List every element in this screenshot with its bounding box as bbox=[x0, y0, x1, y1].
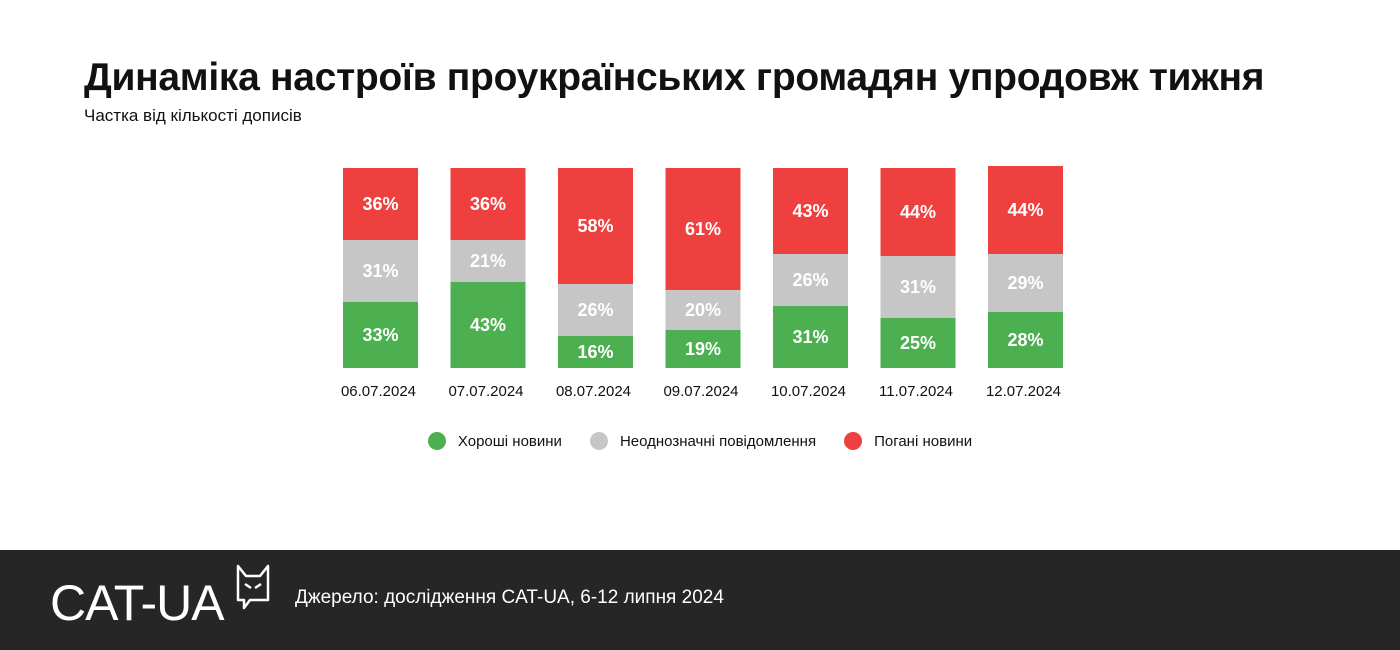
bar-segment bbox=[880, 168, 956, 256]
legend-item-good-news: Хороші новини bbox=[427, 432, 562, 450]
bar-segment bbox=[773, 168, 848, 254]
data-label: 25% bbox=[900, 333, 936, 353]
logo-text: CAT-UA bbox=[50, 575, 225, 631]
cat-ua-logo: CAT-UA bbox=[50, 564, 270, 631]
bar-segment bbox=[988, 254, 1063, 312]
data-label: 61% bbox=[685, 219, 721, 239]
bar-segment bbox=[450, 282, 526, 368]
bar-segment bbox=[988, 166, 1063, 254]
data-label: 36% bbox=[470, 194, 506, 214]
legend-label-good: Хороші новини bbox=[457, 432, 562, 450]
bar-segment bbox=[558, 284, 633, 336]
data-label: 29% bbox=[1007, 273, 1043, 293]
x-tick-label: 10.07.2024 bbox=[771, 383, 846, 400]
cat-speech-bubble-icon bbox=[236, 564, 270, 610]
data-label: 20% bbox=[685, 300, 721, 320]
data-label: 26% bbox=[792, 270, 828, 290]
legend-swatch-good bbox=[427, 432, 446, 450]
bar-segment bbox=[773, 306, 848, 368]
data-label: 19% bbox=[685, 339, 721, 359]
bar-segment bbox=[665, 330, 741, 368]
data-label: 21% bbox=[470, 251, 506, 271]
bar-segment bbox=[665, 168, 741, 290]
data-label: 26% bbox=[577, 300, 613, 320]
data-label: 58% bbox=[577, 216, 613, 236]
data-label: 28% bbox=[1007, 330, 1043, 350]
data-label: 31% bbox=[900, 277, 936, 297]
x-tick-label: 09.07.2024 bbox=[663, 383, 738, 400]
bar-segment bbox=[880, 318, 956, 368]
bar-segment bbox=[880, 256, 956, 318]
data-label: 16% bbox=[577, 342, 613, 362]
data-label: 31% bbox=[792, 327, 828, 347]
bar-segment bbox=[343, 240, 418, 302]
legend-label-ambiguous: Неоднозначні повідомлення bbox=[619, 432, 817, 450]
data-label: 31% bbox=[362, 261, 398, 281]
data-label: 43% bbox=[470, 315, 506, 335]
data-label: 33% bbox=[362, 325, 398, 345]
data-label: 44% bbox=[900, 202, 936, 222]
bar-segment bbox=[558, 168, 633, 284]
bar-segment bbox=[773, 254, 848, 306]
source-note: Джерело: дослідження CAT-UA, 6-12 липня … bbox=[295, 587, 724, 608]
chart-legend: Хороші новини Неоднозначні повідомлення … bbox=[0, 432, 1400, 450]
footer-bar: CAT-UA Джерело: дослідження CAT-UA, 6-12… bbox=[0, 550, 1400, 650]
legend-swatch-ambiguous bbox=[589, 432, 608, 450]
stacked-bar-chart: 33% 31% 36% 06.07.2024 43% 21% 36% 07.07.2024 16… bbox=[341, 166, 1063, 400]
data-label: 44% bbox=[1007, 200, 1043, 220]
chart-subtitle: Частка від кількості дописів bbox=[84, 106, 302, 125]
bar-segment bbox=[450, 168, 526, 240]
x-tick-label: 08.07.2024 bbox=[556, 383, 631, 400]
x-tick-label: 12.07.2024 bbox=[986, 383, 1061, 400]
data-label: 43% bbox=[792, 201, 828, 221]
bar-segment bbox=[665, 290, 741, 330]
bar-segment bbox=[988, 312, 1063, 368]
data-label: 36% bbox=[362, 194, 398, 214]
legend-label-bad: Погані новини bbox=[874, 432, 973, 450]
x-tick-label: 07.07.2024 bbox=[448, 383, 523, 400]
legend-item-bad-news: Погані новини bbox=[844, 432, 972, 450]
legend-swatch-bad bbox=[844, 432, 863, 450]
bar-segment bbox=[343, 302, 418, 368]
bar-segment bbox=[343, 168, 418, 240]
bar-segment bbox=[450, 240, 526, 282]
x-tick-label: 06.07.2024 bbox=[341, 383, 416, 400]
chart-title: Динаміка настроїв проукраїнських громадя… bbox=[84, 56, 1265, 99]
legend-item-ambiguous: Неоднозначні повідомлення bbox=[589, 432, 817, 450]
bar-segment bbox=[558, 336, 633, 368]
x-tick-label: 11.07.2024 bbox=[879, 383, 953, 400]
